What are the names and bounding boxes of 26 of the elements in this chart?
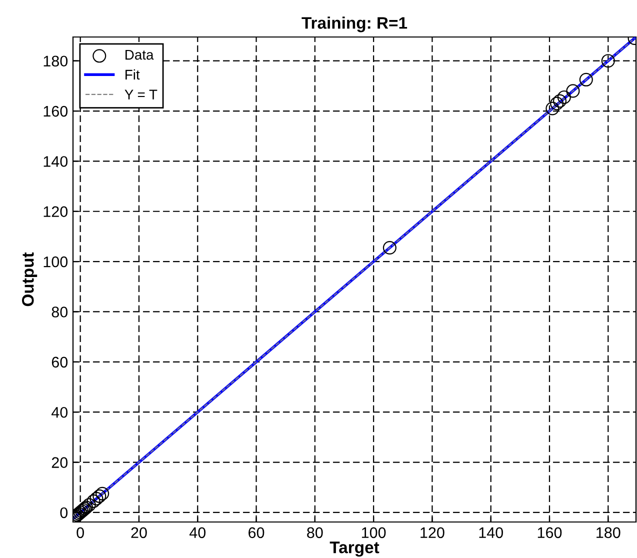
x-tick-label: 140 bbox=[479, 527, 503, 538]
x-tick-label: 180 bbox=[596, 527, 620, 538]
y-tick-label: 120 bbox=[44, 206, 68, 218]
x-tick-label: 0 bbox=[76, 527, 84, 538]
y-tick-label: 140 bbox=[44, 156, 68, 167]
x-tick-label: 100 bbox=[362, 527, 386, 538]
y-tick-label: 0 bbox=[60, 507, 68, 518]
legend-label: Data bbox=[126, 50, 154, 60]
y-tick-label: 180 bbox=[44, 56, 68, 67]
x-tick-label: 80 bbox=[307, 527, 323, 538]
x-tick-label: 20 bbox=[131, 527, 147, 538]
x-tick-label: 40 bbox=[189, 527, 206, 538]
legend-label: Fit bbox=[126, 69, 140, 80]
y-tick-label: 60 bbox=[52, 356, 68, 368]
x-tick-label: 120 bbox=[420, 527, 444, 538]
chart-title: Training: R=1 bbox=[302, 16, 408, 32]
y-tick-label: 80 bbox=[52, 306, 68, 318]
y-tick-label: 20 bbox=[52, 457, 68, 468]
y-tick-label: 160 bbox=[44, 106, 68, 117]
y-tick-label: 40 bbox=[52, 406, 68, 418]
x-tick-label: 160 bbox=[538, 527, 562, 538]
x-tick-label: 60 bbox=[248, 527, 264, 538]
y-axis-title: Output bbox=[22, 252, 38, 306]
x-axis-title: Target bbox=[330, 542, 380, 557]
y-tick-label: 100 bbox=[44, 256, 68, 268]
legend-label: Y = T bbox=[124, 90, 158, 100]
